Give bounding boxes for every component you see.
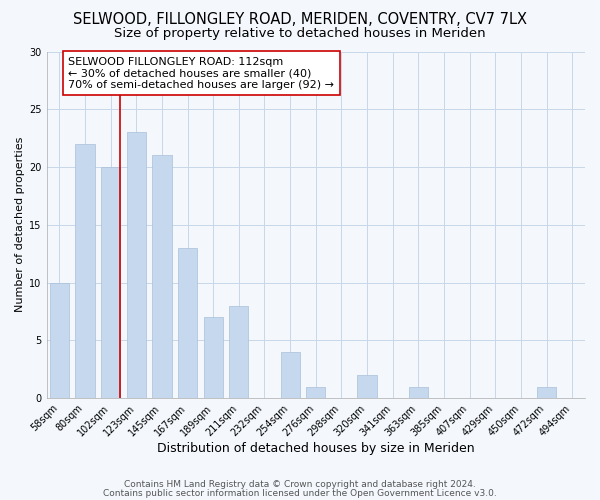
Bar <box>203 317 223 398</box>
Bar <box>50 282 69 398</box>
Text: SELWOOD, FILLONGLEY ROAD, MERIDEN, COVENTRY, CV7 7LX: SELWOOD, FILLONGLEY ROAD, MERIDEN, COVEN… <box>73 12 527 28</box>
Text: Contains public sector information licensed under the Open Government Licence v3: Contains public sector information licen… <box>103 488 497 498</box>
Bar <box>229 306 248 398</box>
Bar <box>152 156 172 398</box>
Text: SELWOOD FILLONGLEY ROAD: 112sqm
← 30% of detached houses are smaller (40)
70% of: SELWOOD FILLONGLEY ROAD: 112sqm ← 30% of… <box>68 56 334 90</box>
Bar <box>127 132 146 398</box>
Y-axis label: Number of detached properties: Number of detached properties <box>15 137 25 312</box>
Bar <box>409 386 428 398</box>
Bar <box>537 386 556 398</box>
Bar <box>178 248 197 398</box>
Bar <box>358 375 377 398</box>
Bar <box>76 144 95 398</box>
Text: Size of property relative to detached houses in Meriden: Size of property relative to detached ho… <box>114 28 486 40</box>
X-axis label: Distribution of detached houses by size in Meriden: Distribution of detached houses by size … <box>157 442 475 455</box>
Bar <box>281 352 300 398</box>
Text: Contains HM Land Registry data © Crown copyright and database right 2024.: Contains HM Land Registry data © Crown c… <box>124 480 476 489</box>
Bar <box>101 167 120 398</box>
Bar <box>306 386 325 398</box>
